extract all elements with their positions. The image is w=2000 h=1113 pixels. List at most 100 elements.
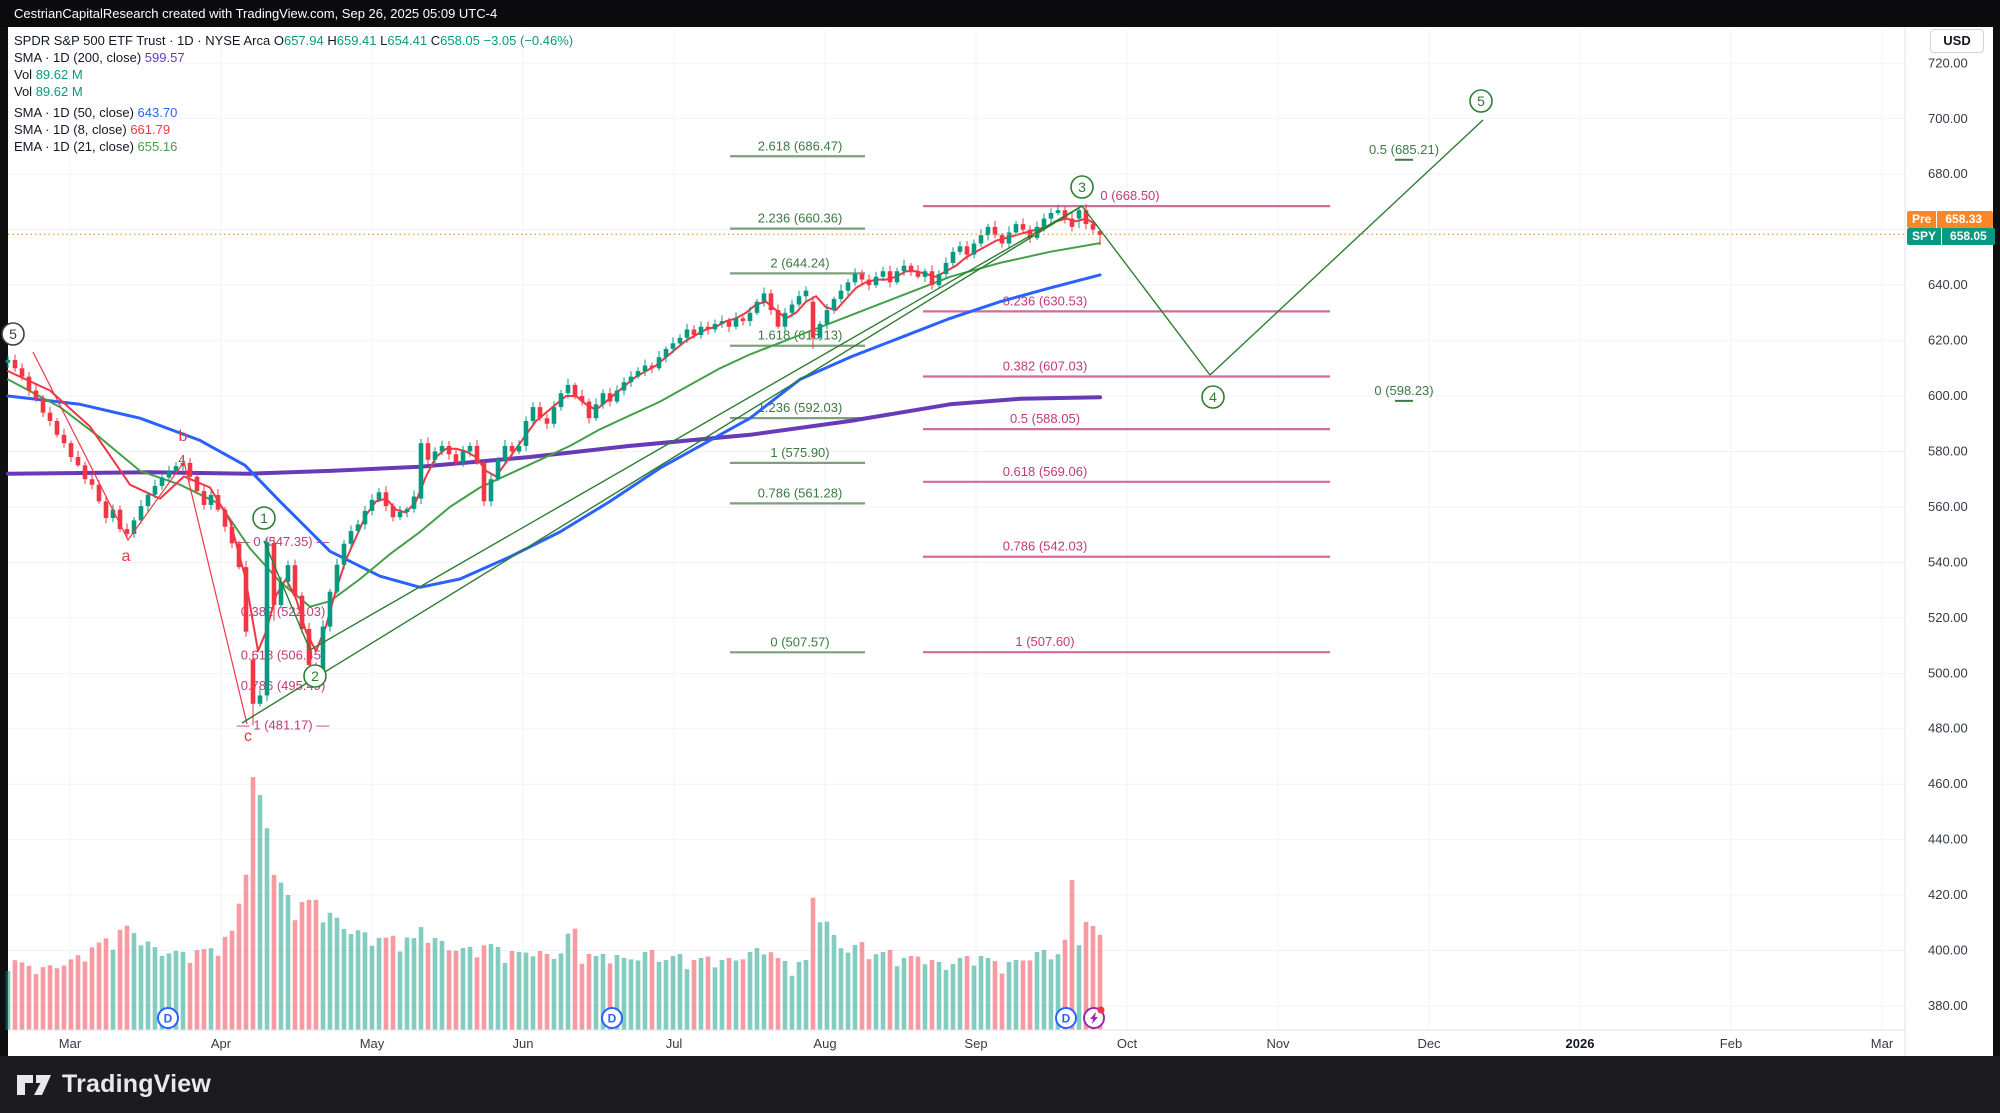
candle — [285, 565, 291, 582]
volume-bar — [75, 955, 81, 1030]
volume-bar — [26, 965, 32, 1030]
price-tick-label: 420.00 — [1928, 887, 1968, 902]
legend-segment: 643.70 — [137, 105, 178, 120]
candle — [887, 271, 893, 283]
fib-extension-left-label: 1 (575.90) — [770, 445, 829, 460]
price-tick-label: 620.00 — [1928, 333, 1968, 348]
volume-bar — [61, 965, 67, 1030]
legend-vol-row-1[interactable]: Vol 89.62 M — [14, 67, 573, 83]
wave-circle-number: 5 — [9, 326, 17, 342]
price-tick-label: 700.00 — [1928, 111, 1968, 126]
legend-segment: SMA · 1D (50, close) — [14, 105, 138, 120]
candle — [362, 510, 368, 525]
dividend-badge[interactable] — [157, 1007, 179, 1029]
legend-symbol-row[interactable]: SPDR S&P 500 ETF Trust · 1D · NYSE Arca … — [14, 33, 573, 49]
volume-bar — [432, 938, 438, 1030]
candle — [922, 271, 928, 277]
candle — [404, 508, 410, 513]
volume-bar — [264, 828, 270, 1030]
fib-extension-left-label: 1.236 (592.03) — [758, 400, 843, 415]
candle — [551, 407, 557, 424]
price-tick-label: 580.00 — [1928, 443, 1968, 458]
candle — [1069, 218, 1075, 227]
volume-bar — [1055, 954, 1061, 1030]
volume-bar — [586, 954, 592, 1030]
candle — [705, 326, 711, 330]
volume-bar — [411, 938, 417, 1030]
candle — [1006, 232, 1012, 244]
candle — [215, 495, 221, 510]
legend-sma200-row[interactable]: SMA · 1D (200, close) 599.57 — [14, 50, 573, 66]
volume-bar — [376, 937, 382, 1030]
currency-toggle-button[interactable]: USD — [1930, 29, 1984, 53]
time-tick-label: Jun — [513, 1036, 534, 1051]
candle — [579, 396, 585, 402]
candle — [810, 301, 816, 338]
candle — [663, 348, 669, 358]
volume-bar — [782, 961, 788, 1030]
indicator-legend: SPDR S&P 500 ETF Trust · 1D · NYSE Arca … — [14, 33, 573, 156]
candle — [320, 626, 326, 675]
volume-bar — [929, 960, 935, 1030]
volume-bar — [117, 929, 123, 1030]
volume-bar — [691, 960, 697, 1030]
volume-bar — [292, 920, 298, 1030]
volume-bar — [383, 937, 389, 1030]
candle — [96, 484, 102, 502]
candle — [229, 526, 235, 544]
candle — [460, 451, 466, 463]
legend-segment: 89.62 M — [35, 67, 83, 82]
time-tick-label: Aug — [813, 1036, 836, 1051]
candle — [54, 420, 60, 435]
candle — [929, 271, 935, 286]
volume-bar — [313, 899, 319, 1030]
candle — [474, 445, 480, 463]
legend-ema21-row[interactable]: EMA · 1D (21, close) 655.16 — [14, 139, 573, 155]
volume-bar — [719, 960, 725, 1030]
fib-mini-retracement-label: 0.618 (506.45) — [241, 647, 326, 662]
dividend-badge[interactable] — [601, 1007, 623, 1029]
volume-bar — [740, 959, 746, 1030]
wave-impulse-line — [309, 205, 1083, 651]
legend-segment: 599.57 — [144, 50, 185, 65]
volume-bar — [866, 959, 872, 1030]
dividend-badge[interactable] — [1055, 1007, 1077, 1029]
legend-sma8-row[interactable]: SMA · 1D (8, close) 661.79 — [14, 122, 573, 138]
volume-bar — [12, 960, 18, 1030]
wave-circle-5 — [1, 322, 25, 346]
volume-bar — [1034, 952, 1040, 1030]
candle — [593, 404, 599, 419]
candle — [61, 434, 67, 444]
candle — [992, 226, 998, 236]
candle — [943, 262, 949, 275]
time-tick-label: Mar — [1871, 1036, 1894, 1051]
legend-vol-row-2[interactable]: Vol 89.62 M — [14, 84, 573, 100]
candle — [894, 271, 900, 283]
candle — [257, 695, 263, 704]
candle — [614, 390, 620, 402]
price-tick-label: 480.00 — [1928, 721, 1968, 736]
volume-bar — [558, 953, 564, 1030]
legend-segment: 655.16 — [137, 139, 178, 154]
candle — [502, 445, 508, 460]
candle — [845, 282, 851, 291]
candle — [432, 451, 438, 460]
candle — [537, 407, 543, 419]
candle — [1076, 210, 1082, 219]
fib-retracement-right-label: 0.382 (607.03) — [1003, 359, 1088, 374]
wave-letter-4: 4 — [178, 452, 185, 467]
candle — [390, 506, 396, 518]
candle — [572, 384, 578, 397]
fib-mini-retracement-label: 0.786 (495.49) — [241, 678, 326, 693]
candle — [1090, 224, 1096, 230]
candle — [509, 445, 515, 452]
volume-bar — [817, 922, 823, 1030]
legend-sma50-row[interactable]: SMA · 1D (50, close) 643.70 — [14, 105, 573, 121]
candle — [985, 226, 991, 236]
legend-segment: 89.62 M — [35, 84, 83, 99]
candle — [75, 457, 81, 466]
candle — [348, 531, 354, 544]
tradingview-logo[interactable]: TradingView — [16, 1070, 211, 1099]
dividend-badge-letter: D — [608, 1012, 617, 1026]
